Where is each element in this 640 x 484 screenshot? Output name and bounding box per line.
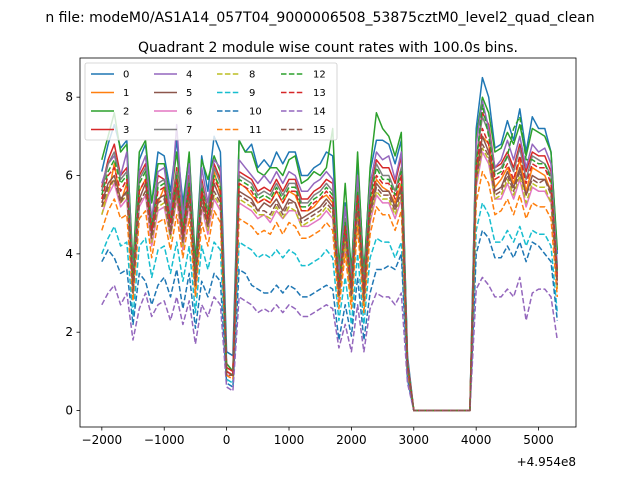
legend-label-2: 2 — [123, 107, 129, 118]
legend-label-6: 6 — [186, 107, 192, 118]
series-line-8 — [101, 147, 559, 412]
y-axis-ticks: 0 2 4 6 8 — [65, 90, 80, 418]
legend-label-10: 10 — [249, 107, 262, 118]
series-line-15 — [101, 143, 559, 412]
x-tick-label: 2000 — [336, 433, 367, 447]
x-tick-label: −2000 — [82, 433, 123, 447]
legend-label-8: 8 — [249, 70, 255, 81]
y-tick-label: 8 — [65, 90, 73, 104]
series-layer — [101, 76, 559, 412]
axes-frame — [79, 57, 577, 428]
x-tick-label: 3000 — [399, 433, 430, 447]
legend-label-7: 7 — [186, 125, 192, 136]
chart-title: Quadrant 2 module wise count rates with … — [138, 40, 518, 56]
legend-frame — [84, 62, 338, 141]
legend-label-3: 3 — [123, 125, 129, 136]
legend-label-15: 15 — [313, 125, 326, 136]
series-line-12 — [101, 104, 559, 412]
x-axis-offset-label: +4.954e8 — [517, 455, 576, 469]
legend-label-13: 13 — [313, 88, 326, 99]
x-tick-label: 0 — [223, 433, 231, 447]
legend-label-9: 9 — [249, 88, 255, 99]
series-line-14 — [101, 276, 559, 412]
series-line-11 — [101, 170, 559, 412]
y-tick-label: 6 — [65, 169, 73, 183]
legend-label-4: 4 — [186, 70, 192, 81]
legend-label-0: 0 — [123, 70, 129, 81]
legend-label-14: 14 — [313, 107, 326, 118]
legend-label-1: 1 — [123, 88, 129, 99]
y-tick-label: 0 — [65, 404, 73, 418]
legend-label-11: 11 — [249, 125, 262, 136]
legend-label-5: 5 — [186, 88, 192, 99]
y-tick-label: 4 — [65, 247, 73, 261]
x-tick-label: 4000 — [461, 433, 492, 447]
x-tick-label: 5000 — [523, 433, 554, 447]
series-line-9 — [101, 202, 559, 412]
series-line-13 — [101, 127, 559, 412]
y-tick-label: 2 — [65, 325, 73, 339]
x-tick-label: 1000 — [274, 433, 305, 447]
series-line-5 — [101, 135, 559, 412]
x-tick-label: −1000 — [144, 433, 185, 447]
series-line-10 — [101, 229, 559, 412]
figure-suptitle: n file: modeM0/AS1A14_057T04_9000006508_… — [45, 10, 594, 26]
x-axis-ticks: −2000 −1000 0 1000 2000 3000 4000 5000 — [82, 427, 554, 447]
legend-label-12: 12 — [313, 70, 326, 81]
